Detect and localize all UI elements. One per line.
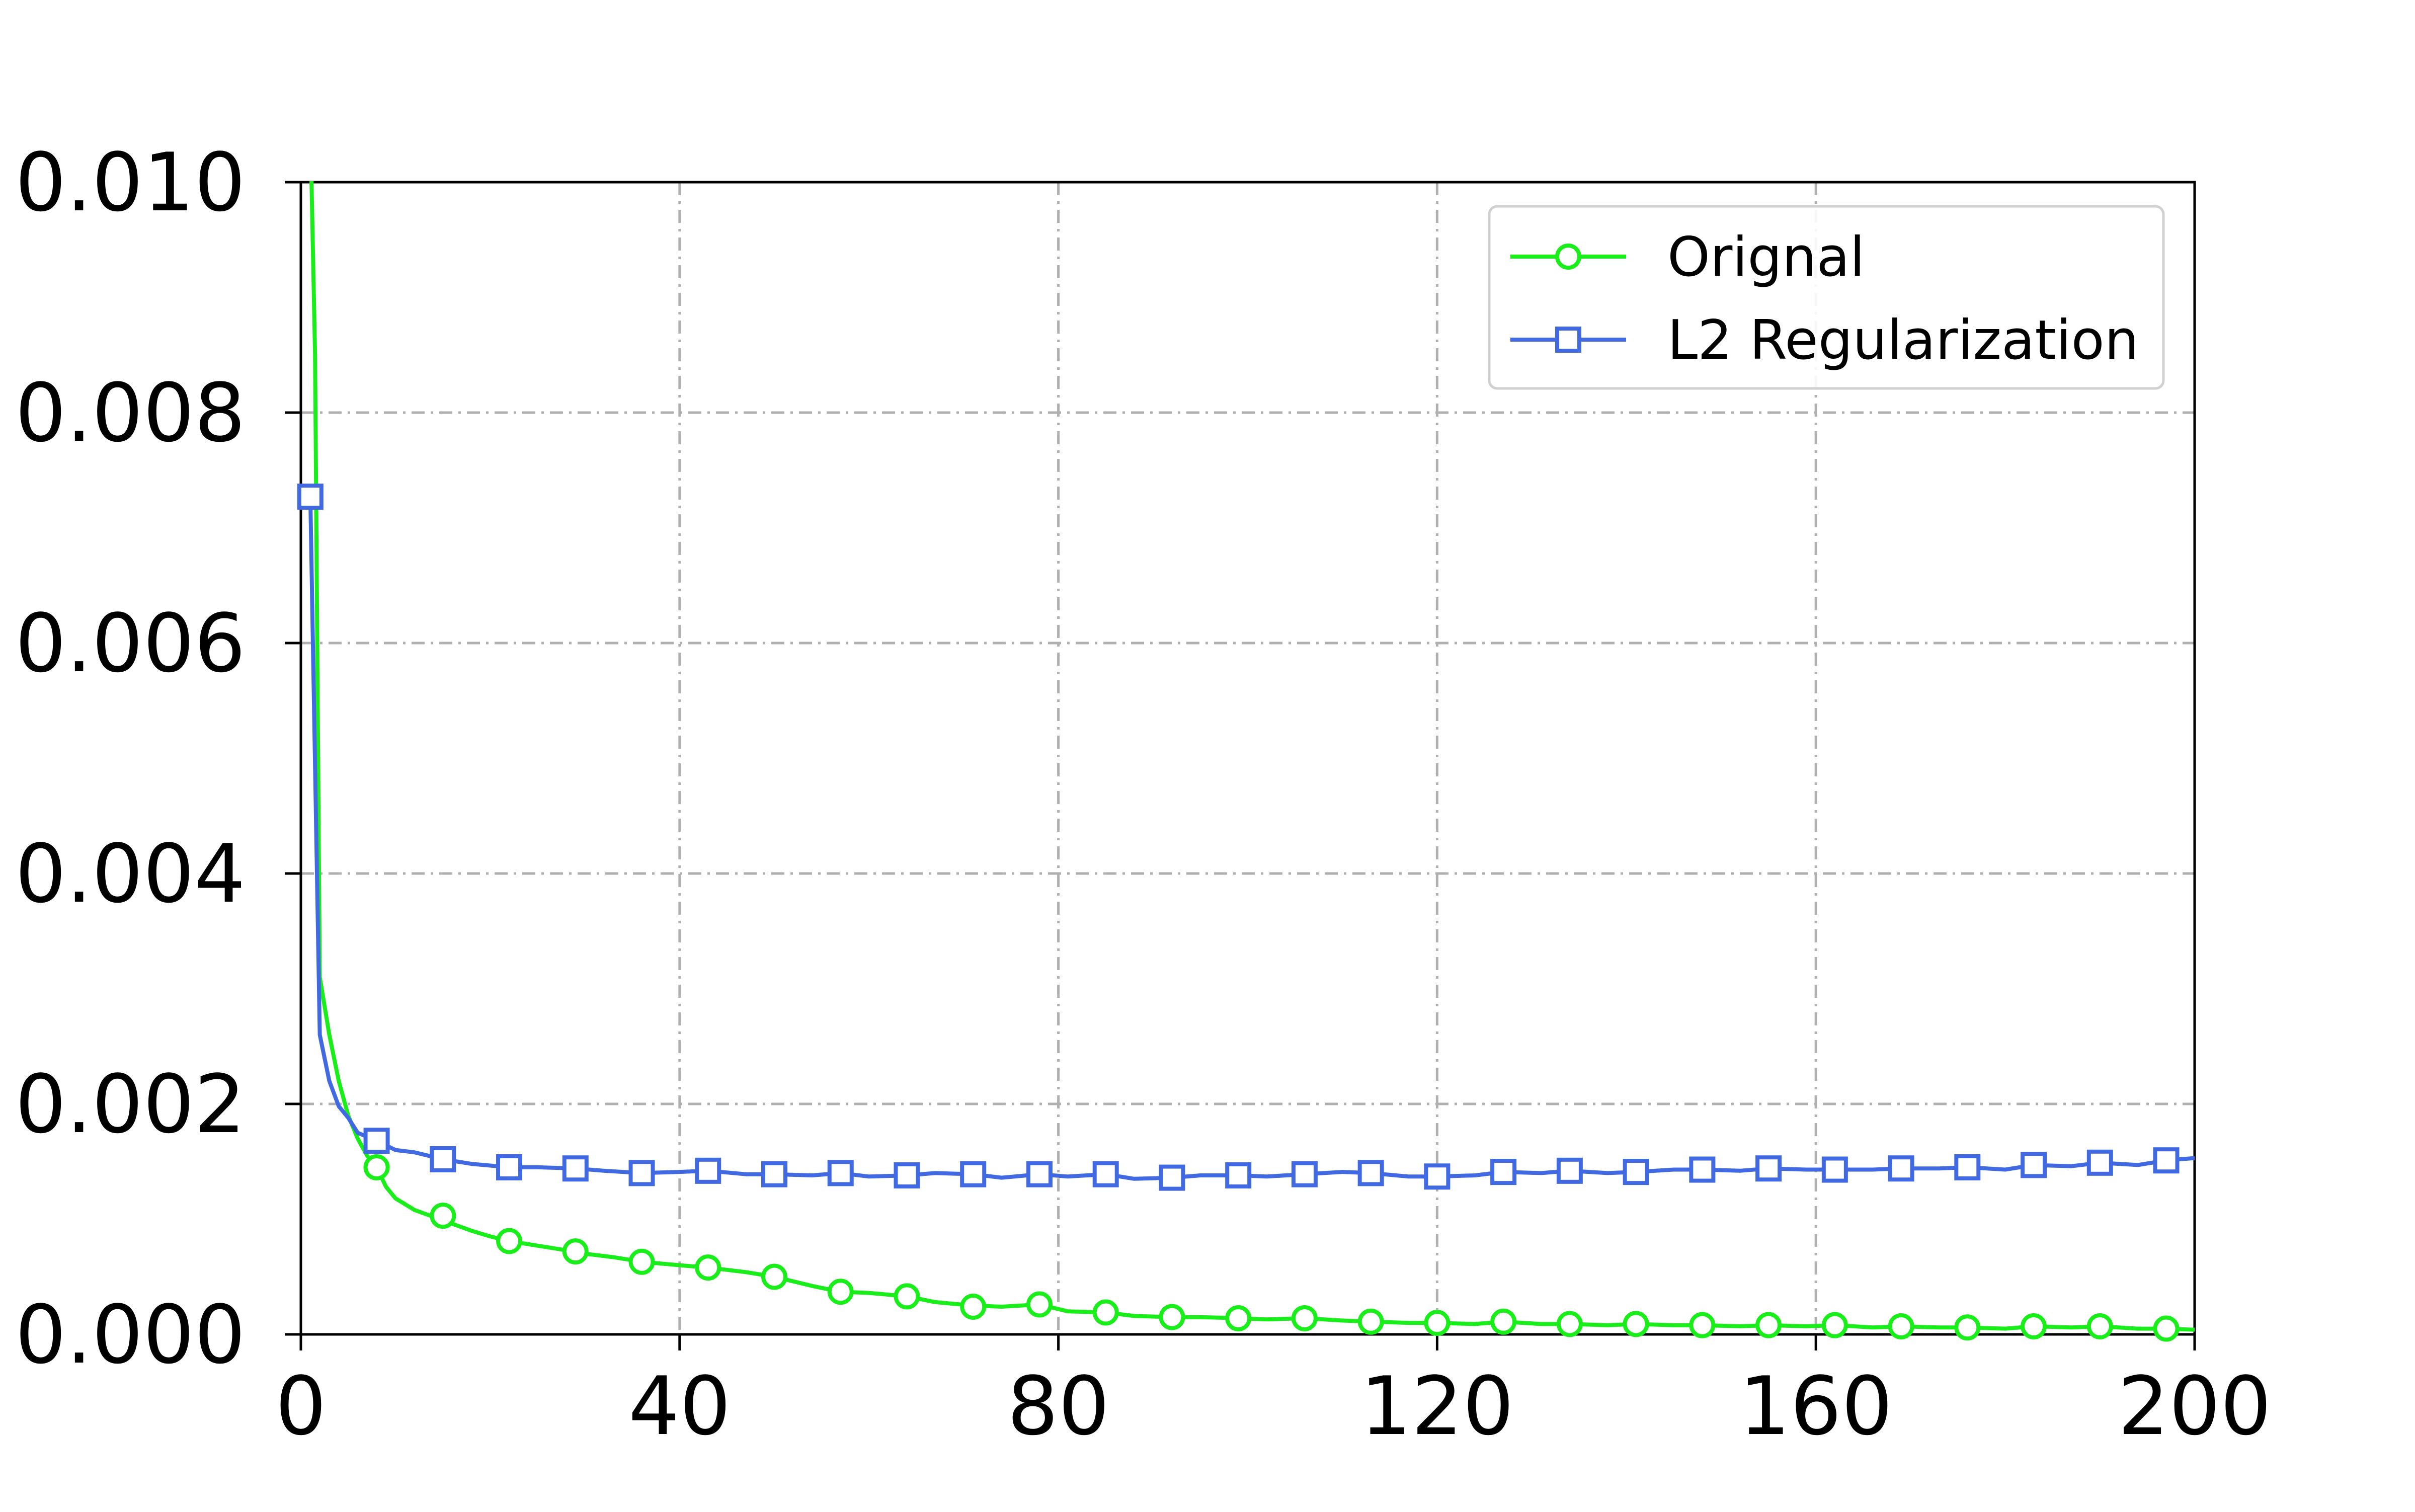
plot-frame [299,181,2196,1336]
data-point [960,1294,987,1320]
y-tick-label: 0.004 [15,827,246,921]
data-point [960,1161,987,1187]
legend-label: L2 Regularization [1667,309,2139,372]
data-point [827,1279,854,1305]
data-point [1689,1312,1716,1338]
tick-labels: 0 40 80 120 160 200 0.000 0.002 0.004 0.006 0.008 0… [15,135,2272,1453]
x-tick-label: 0 [275,1359,327,1453]
data-point [297,484,324,510]
data-point [1490,1159,1517,1185]
data-point [363,1128,390,1154]
data-point [363,1154,390,1180]
data-point [562,1155,589,1182]
data-point [2153,1147,2180,1174]
series-line-l2-regularization [308,495,2195,1181]
data-point [628,1160,655,1186]
legend-box [1488,205,2165,390]
x-tick-label: 40 [628,1359,731,1453]
data-point [1821,1156,1848,1183]
y-tick-label: 0.010 [15,135,246,229]
axes [285,181,2196,1350]
data-point [2086,1149,2113,1176]
data-point [1225,1305,1252,1331]
y-tick-label: 0.008 [15,366,246,460]
data-point [1026,1291,1053,1318]
legend-marker [1555,327,1581,353]
legend-label: Orignal [1667,226,1865,289]
data-point [1490,1308,1517,1335]
data-point [1888,1313,1914,1339]
data-point [1888,1155,1914,1182]
x-tick-label: 120 [1360,1359,1514,1453]
data-point [1424,1163,1451,1190]
data-point [562,1238,589,1265]
data-point [1357,1160,1384,1186]
data-point [1291,1305,1318,1331]
data-point [1556,1311,1583,1337]
data-point [1159,1164,1185,1191]
y-tick-label: 0.000 [15,1288,246,1382]
data-point [1556,1157,1583,1184]
data-point [430,1146,456,1172]
data-point [1689,1156,1716,1183]
data-point [894,1283,920,1310]
y-tick-label: 0.006 [15,596,246,690]
data-point [1755,1312,1782,1338]
x-tick-label: 160 [1739,1359,1893,1453]
marker-layer [297,484,2180,1342]
data-point [1623,1159,1649,1185]
data-point [1755,1155,1782,1182]
data-point [1026,1161,1053,1187]
data-point [761,1161,787,1187]
data-point [1225,1162,1252,1188]
data-point [695,1254,721,1281]
data-point [1092,1161,1119,1187]
data-point [1357,1308,1384,1335]
data-point [894,1162,920,1188]
data-point [761,1263,787,1290]
data-point [1092,1299,1119,1326]
data-point [2021,1313,2047,1339]
grid [301,182,2195,1334]
y-tick-label: 0.002 [15,1057,246,1151]
data-point [1954,1154,1981,1180]
legend-marker [1555,244,1581,270]
data-point [496,1154,523,1180]
x-tick-label: 80 [1007,1359,1110,1453]
data-point [1954,1314,1981,1341]
data-point [2086,1313,2113,1339]
data-point [1159,1304,1185,1330]
data-point [430,1203,456,1229]
data-point [827,1160,854,1186]
data-point [628,1248,655,1275]
data-point [1821,1312,1848,1338]
data-point [1424,1310,1451,1336]
data-point [496,1228,523,1254]
legend: Orignal L2 Regularization [1488,205,2165,390]
x-tick-label: 200 [2118,1359,2271,1453]
data-point [2153,1315,2180,1342]
data-point [1623,1311,1649,1337]
data-point [695,1157,721,1184]
data-point [1291,1161,1318,1187]
data-point [2021,1152,2047,1178]
